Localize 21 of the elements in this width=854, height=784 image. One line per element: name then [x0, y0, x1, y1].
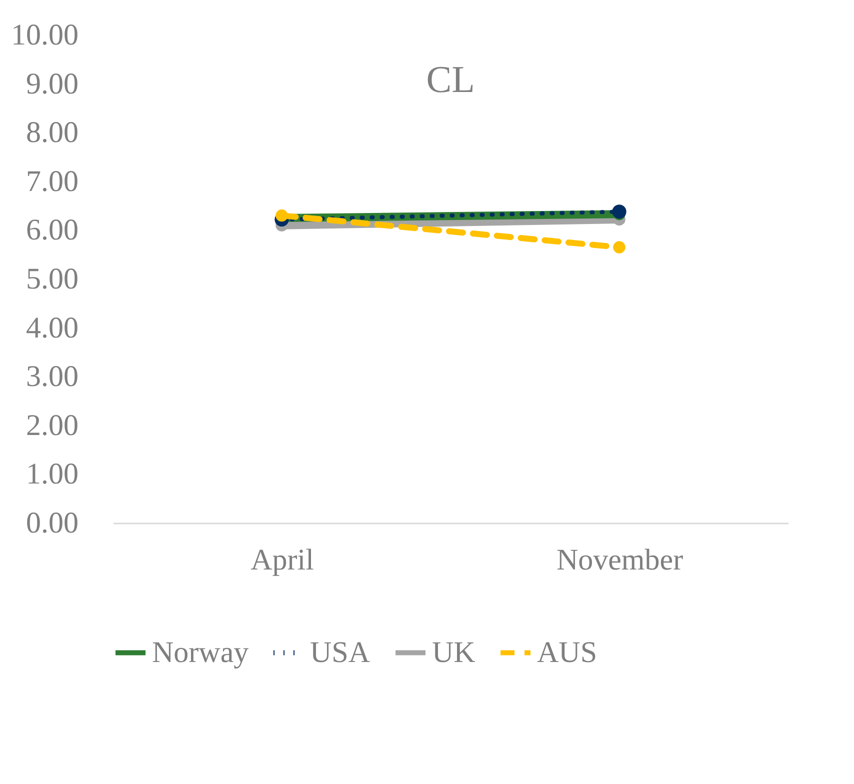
y-tick-label: 10.00 [11, 18, 78, 52]
y-tick-label: 0.00 [26, 506, 78, 540]
y-tick-label: 5.00 [26, 262, 78, 296]
point [612, 204, 626, 219]
x-tick-label: April [250, 544, 314, 576]
legend-label: USA [310, 636, 370, 669]
y-tick-label: 8.00 [26, 116, 78, 150]
legend-label: AUS [537, 636, 598, 669]
point [613, 241, 626, 254]
y-tick-label: 2.00 [26, 408, 78, 442]
y-tick-label: 3.00 [26, 360, 78, 394]
x-tick-label: November [556, 544, 684, 576]
y-tick-label: 9.00 [26, 67, 78, 100]
text: CL [426, 59, 475, 101]
point [276, 209, 288, 222]
y-tick-label: 4.00 [26, 311, 78, 344]
legend-label: UK [432, 636, 476, 669]
y-tick-label: 1.00 [26, 458, 78, 491]
legend-label: Norway [152, 636, 249, 669]
y-tick-label: 7.00 [26, 164, 78, 198]
y-tick-label: 6.00 [26, 214, 78, 247]
